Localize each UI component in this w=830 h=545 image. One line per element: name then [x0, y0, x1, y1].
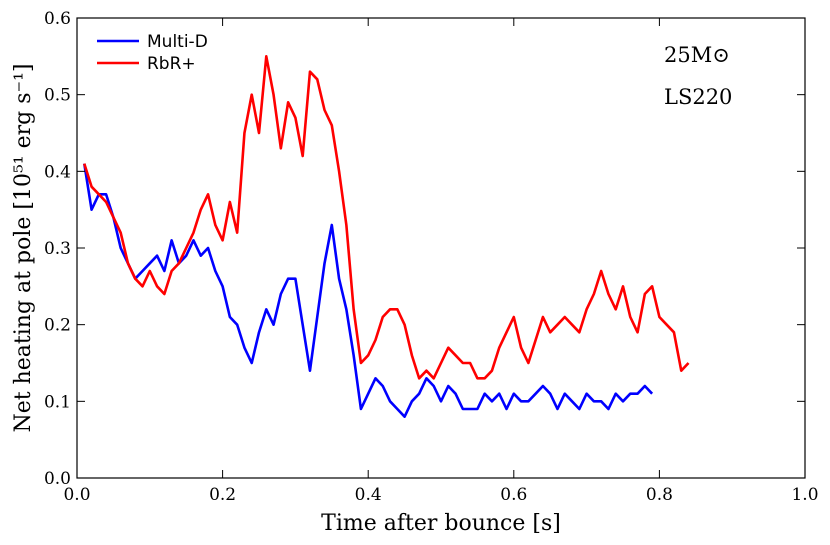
y-tick-label: 0.3	[44, 239, 71, 259]
y-tick-label: 0.5	[44, 86, 71, 106]
legend-label: Multi-D	[147, 32, 208, 52]
y-tick-label: 0.1	[44, 392, 71, 412]
x-tick-label: 0.4	[355, 485, 382, 505]
data-line	[83, 55, 690, 380]
x-tick-label: 0.2	[209, 485, 236, 505]
data-line	[82, 163, 654, 418]
x-tick-label: 0.6	[500, 485, 527, 505]
x-axis-label: Time after bounce [s]	[321, 511, 561, 536]
x-tick-label: 0.0	[63, 485, 90, 505]
annotation: LS220	[664, 85, 732, 109]
x-tick-label: 0.8	[646, 485, 673, 505]
x-tick-label: 1.0	[791, 485, 818, 505]
y-tick-label: 0.6	[44, 9, 71, 29]
legend-label: RbR+	[147, 54, 196, 74]
y-axis-label: Net heating at pole [10⁵¹ erg s⁻¹]	[11, 64, 36, 433]
y-tick-label: 0.2	[44, 316, 71, 336]
annotation: 25M⊙	[664, 43, 730, 67]
y-tick-label: 0.4	[44, 162, 71, 182]
y-tick-label: 0.0	[44, 469, 71, 489]
